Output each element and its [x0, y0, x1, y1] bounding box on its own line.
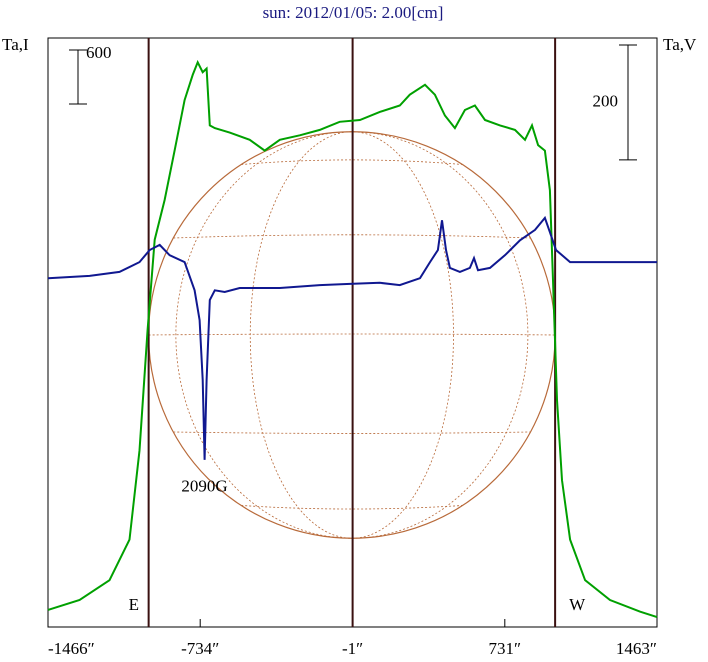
series-line [47, 59, 658, 619]
meridian [175, 131, 529, 539]
x-tick-label: -1466″ [48, 639, 95, 658]
x-tick-label: -1″ [342, 639, 363, 658]
limb-label: W [569, 595, 586, 614]
x-tick-label: 731″ [489, 639, 522, 658]
y2-axis-label: Ta,V [663, 35, 697, 54]
y-axis-label: Ta,I [2, 35, 29, 54]
x-tick-label: 1463″ [616, 639, 657, 658]
x-tick-label: -734″ [181, 639, 219, 658]
scale-label: 600 [86, 43, 112, 62]
meridian [249, 131, 454, 539]
annotation: 2090G [181, 477, 227, 496]
limb-label: E [129, 595, 139, 614]
chart-title: sun: 2012/01/05: 2.00[cm] [263, 3, 444, 22]
series-line [47, 215, 657, 460]
scale-label: 200 [593, 91, 619, 110]
